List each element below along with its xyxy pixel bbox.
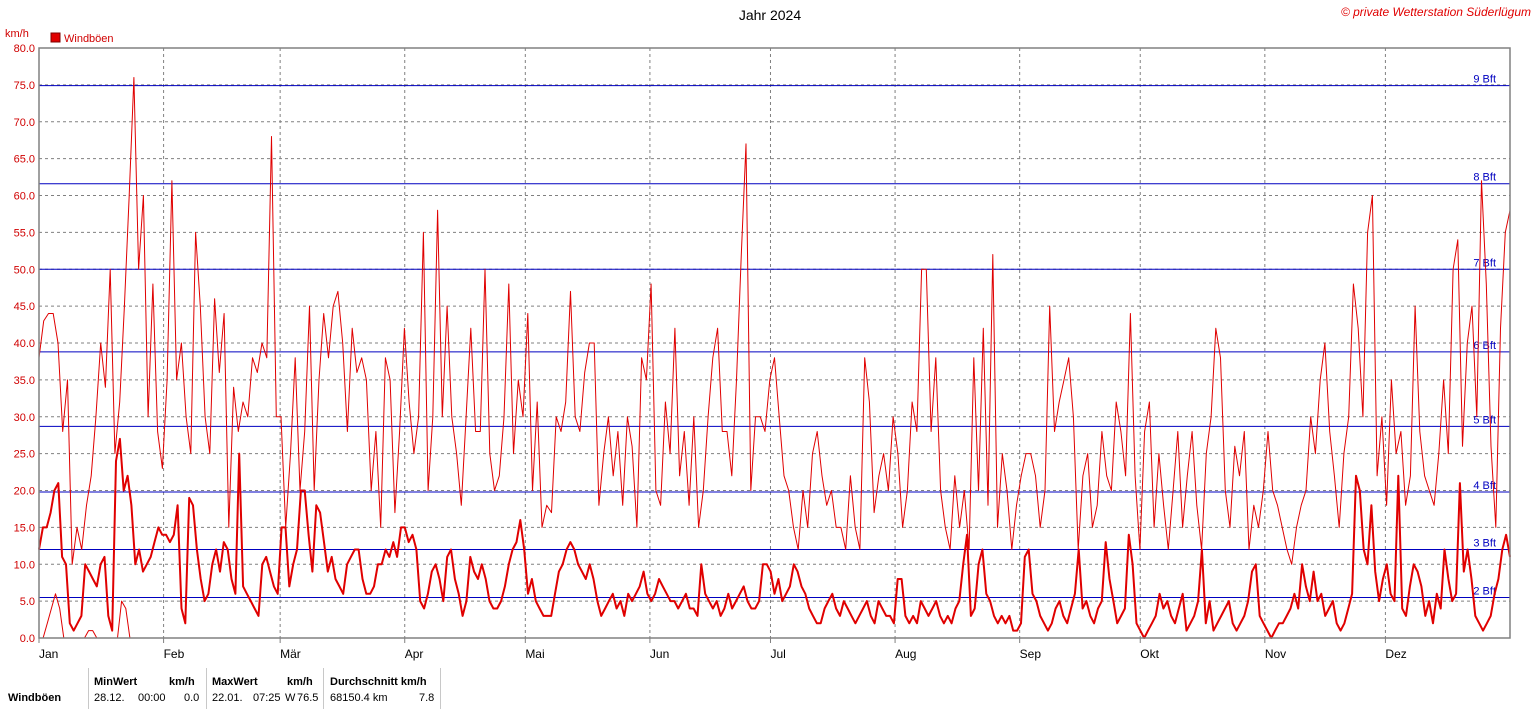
max-date: 22.01.: [212, 692, 243, 704]
avg-distance: 68150.4 km: [330, 692, 388, 704]
x-tick-label: Aug: [895, 647, 916, 661]
x-tick-label: Mai: [525, 647, 544, 661]
copyright-label: © private Wetterstation Süderlügum: [1341, 5, 1531, 19]
y-tick-label: 45.0: [14, 301, 35, 313]
beaufort-label: 4 Bft: [1473, 480, 1496, 492]
x-tick-label: Nov: [1265, 647, 1286, 661]
y-tick-label: 55.0: [14, 227, 35, 239]
legend-label-windboeen: Windböen: [64, 33, 114, 45]
y-tick-label: 50.0: [14, 264, 35, 276]
x-tick-label: Mär: [280, 647, 301, 661]
beaufort-label: 9 Bft: [1473, 74, 1496, 86]
series-group: [38, 77, 1511, 639]
min-date: 28.12.: [94, 692, 125, 704]
y-tick-label: 0.0: [20, 633, 35, 645]
row-label-windboeen: Windböen: [8, 692, 62, 704]
avg-value: 7.8: [419, 692, 435, 704]
stats-table: MinWert km/h MaxWert km/h Durchschnitt k…: [0, 668, 460, 709]
avg-header: Durchschnitt km/h: [330, 676, 427, 688]
y-tick-label: 80.0: [14, 43, 35, 55]
y-tick-label: 40.0: [14, 338, 35, 350]
max-time: 07:25: [253, 692, 281, 704]
beaufort-label: 3 Bft: [1473, 538, 1496, 550]
stats-divider: [323, 668, 324, 709]
x-tick-label: Jan: [39, 647, 58, 661]
x-tick-labels: Jan Feb Mär Apr Mai Jun Jul Aug Sep Okt Nov Dez: [39, 647, 1407, 661]
y-tick-label: 65.0: [14, 154, 35, 166]
x-tick-label: Okt: [1140, 647, 1159, 661]
legend-swatch: [50, 32, 61, 43]
max-header: MaxWert: [212, 676, 258, 688]
max-value: 76.5: [297, 692, 319, 704]
y-tick-label: 25.0: [14, 449, 35, 461]
y-tick-label: 30.0: [14, 412, 35, 424]
y-tick-label: 70.0: [14, 117, 35, 129]
y-tick-label: 15.0: [14, 522, 35, 534]
y-tick-label: 5.0: [20, 596, 35, 608]
x-tick-label: Feb: [164, 647, 185, 661]
series-line-max: [38, 77, 1511, 565]
plot-frame: [38, 47, 1511, 639]
x-tick-label: Apr: [405, 647, 424, 661]
x-tick-label: Sep: [1020, 647, 1042, 661]
y-axis-label: km/h: [5, 28, 29, 40]
series-line-mean: [38, 437, 1511, 639]
max-unit: km/h: [287, 676, 313, 688]
min-header: MinWert: [94, 676, 138, 688]
x-tick-label: Dez: [1385, 647, 1406, 661]
x-tick-label: Jun: [650, 647, 669, 661]
beaufort-label: 7 Bft: [1473, 257, 1496, 269]
chart-title: Jahr 2024: [739, 7, 801, 23]
max-direction: W: [285, 692, 296, 704]
y-tick-labels: 0.0 5.0 10.0 15.0 20.0 25.0 30.0 35.0 40.0 45.0 50…: [14, 43, 35, 645]
beaufort-label: 6 Bft: [1473, 340, 1496, 352]
grid: [38, 48, 1510, 643]
y-tick-label: 20.0: [14, 486, 35, 498]
chart-svg: Jahr 2024 © private Wetterstation Süderl…: [5, 5, 1531, 661]
beaufort-label: 2 Bft: [1473, 585, 1496, 597]
stats-divider: [88, 668, 89, 709]
min-time: 00:00: [138, 692, 166, 704]
beaufort-label: 8 Bft: [1473, 172, 1496, 184]
stats-divider: [440, 668, 441, 709]
y-tick-label: 60.0: [14, 191, 35, 203]
y-tick-label: 35.0: [14, 375, 35, 387]
min-unit: km/h: [169, 676, 195, 688]
x-tick-label: Jul: [770, 647, 785, 661]
stats-divider: [206, 668, 207, 709]
min-value: 0.0: [184, 692, 200, 704]
y-tick-label: 10.0: [14, 559, 35, 571]
y-tick-label: 75.0: [14, 80, 35, 92]
